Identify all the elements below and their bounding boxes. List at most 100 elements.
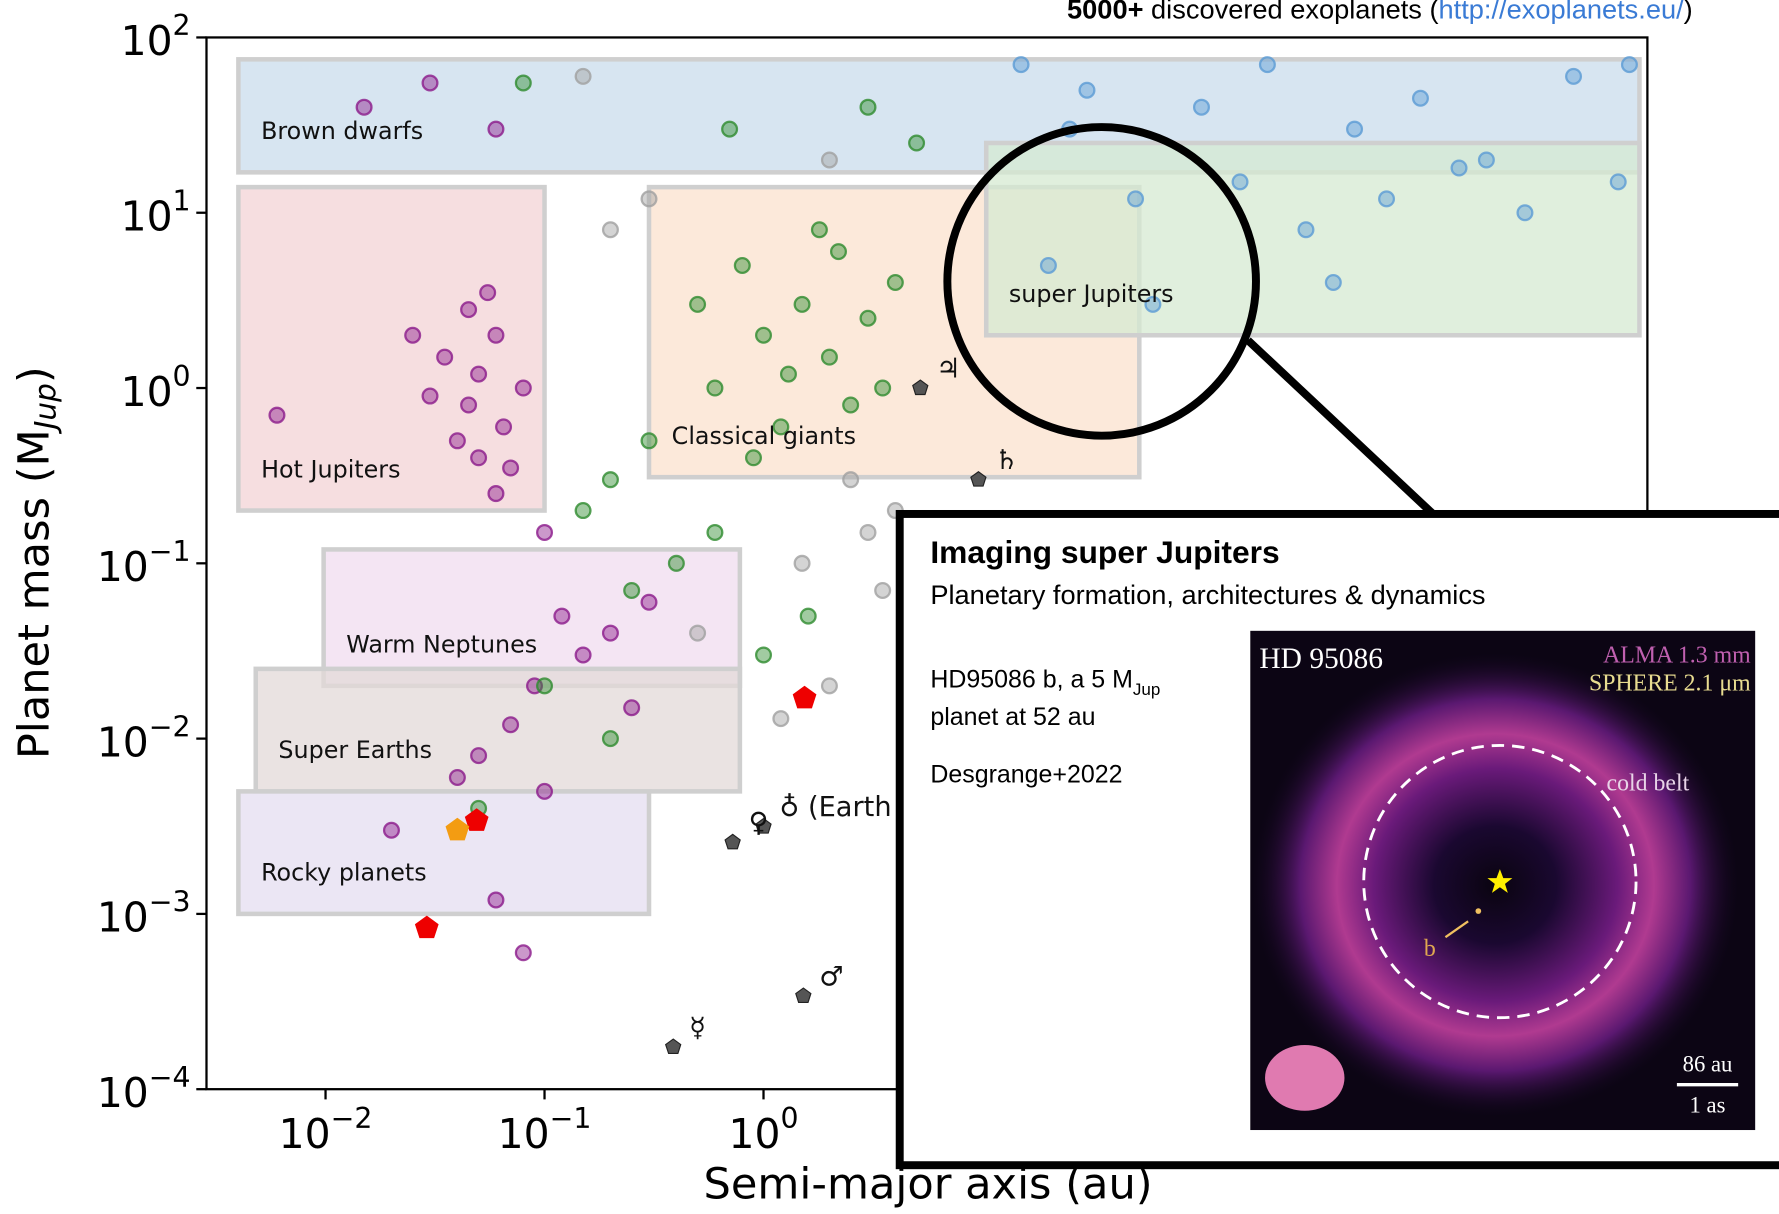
exoplanet <box>722 122 737 137</box>
exoplanet <box>405 328 420 343</box>
exoplanet <box>795 556 810 571</box>
y-label-sub: Jup <box>28 383 62 434</box>
exoplanet <box>270 408 285 423</box>
exoplanet <box>875 381 890 396</box>
tick-base: 10 <box>121 17 173 65</box>
exoplanet <box>708 381 723 396</box>
tick-base: 10 <box>97 543 149 591</box>
exoplanet <box>1347 122 1362 137</box>
belt-label: cold belt <box>1607 771 1690 797</box>
inset-subtitle: Planetary formation, architectures & dyn… <box>930 579 1485 610</box>
exoplanet <box>624 583 639 598</box>
exoplanet <box>489 328 504 343</box>
exoplanet <box>642 433 657 448</box>
exoplanet <box>471 748 486 763</box>
exoplanet <box>450 433 465 448</box>
exoplanet <box>1326 275 1341 290</box>
solar-label: ♄ <box>994 445 1018 476</box>
exoplanet <box>603 626 618 641</box>
solar-label: ♀ <box>749 808 769 839</box>
tick-exponent: 2 <box>173 9 191 42</box>
exoplanet <box>516 76 531 91</box>
exoplanet <box>861 311 876 326</box>
exoplanet <box>480 285 495 300</box>
inset-description-2: planet at 52 au <box>930 703 1095 731</box>
tick-base: 10 <box>97 718 149 766</box>
tick-exponent: 0 <box>173 360 191 393</box>
exoplanet <box>822 350 837 365</box>
exoplanet <box>690 297 705 312</box>
exoplanet <box>1518 205 1533 220</box>
exoplanet <box>1566 69 1581 84</box>
exoplanet <box>735 258 750 273</box>
exoplanet <box>746 450 761 465</box>
annotation-close: ) <box>1684 0 1693 25</box>
solar-label: ♁ (Earth <box>779 792 891 823</box>
exoplanet <box>812 222 827 237</box>
annotation-text: discovered exoplanets ( <box>1143 0 1438 25</box>
exoplanet <box>708 525 723 540</box>
region-label: Brown dwarfs <box>261 117 423 145</box>
exoplanet <box>690 626 705 641</box>
exoplanet <box>781 367 796 382</box>
tick-exponent: −3 <box>149 886 191 919</box>
tick-base: 10 <box>97 1069 149 1117</box>
annotation-bold: 5000+ <box>1067 0 1143 25</box>
solar-label: ♃ <box>936 353 960 384</box>
exoplanet <box>822 153 837 168</box>
exoplanet <box>461 398 476 413</box>
exoplanet <box>1014 57 1029 72</box>
tick-base: 10 <box>279 1110 331 1158</box>
exoplanet <box>861 100 876 115</box>
exoplanet <box>843 398 858 413</box>
y-label-close: ) <box>9 366 59 383</box>
exoplanet <box>471 450 486 465</box>
exoplanet <box>861 525 876 540</box>
desc-sub: Jup <box>1133 679 1160 698</box>
star-name: HD 95086 <box>1259 643 1383 675</box>
tick-exponent: −1 <box>550 1102 592 1135</box>
region-label: Hot Jupiters <box>261 455 400 483</box>
region-label: super Jupiters <box>1009 280 1174 308</box>
tick-exponent: −1 <box>149 535 191 568</box>
exoplanet <box>773 711 788 726</box>
band1: ALMA 1.3 mm <box>1603 642 1751 668</box>
exoplanet <box>516 945 531 960</box>
exoplanet <box>603 731 618 746</box>
exoplanet <box>1479 153 1494 168</box>
exoplanet <box>1452 161 1467 176</box>
exoplanet <box>503 461 518 476</box>
exoplanet <box>576 503 591 518</box>
planet-label: b <box>1424 936 1436 962</box>
region <box>238 791 649 914</box>
region-label: Super Earths <box>278 736 432 764</box>
exoplanet <box>843 472 858 487</box>
exoplanet <box>461 302 476 317</box>
exoplanet <box>537 784 552 799</box>
y-label-text: Planet mass (M <box>9 429 59 759</box>
exoplanet <box>576 69 591 84</box>
exoplanet <box>471 367 486 382</box>
exoplanet <box>1128 191 1143 206</box>
inset-reference: Desgrange+2022 <box>930 761 1122 789</box>
region-label: Warm Neptunes <box>346 631 537 659</box>
region <box>256 669 740 792</box>
exoplanet <box>642 595 657 610</box>
tick-exponent: 0 <box>780 1102 798 1135</box>
tick-exponent: −2 <box>149 710 191 743</box>
exoplanet <box>437 350 452 365</box>
exoplanet <box>503 717 518 732</box>
exoplanet <box>576 648 591 663</box>
exoplanet <box>384 823 399 838</box>
figure: Brown dwarfsHot JupitersClassical giants… <box>0 0 1779 1214</box>
exoplanet <box>1041 258 1056 273</box>
exoplanet <box>516 381 531 396</box>
annotation-link[interactable]: http://exoplanets.eu/ <box>1439 0 1685 25</box>
exoplanet <box>1622 57 1637 72</box>
tick-base: 10 <box>498 1110 550 1158</box>
exoplanet <box>756 328 771 343</box>
annotation: 5000+ discovered exoplanets (http://exop… <box>1067 0 1693 25</box>
exoplanet <box>642 191 657 206</box>
exoplanet <box>624 700 639 715</box>
exoplanet <box>489 122 504 137</box>
